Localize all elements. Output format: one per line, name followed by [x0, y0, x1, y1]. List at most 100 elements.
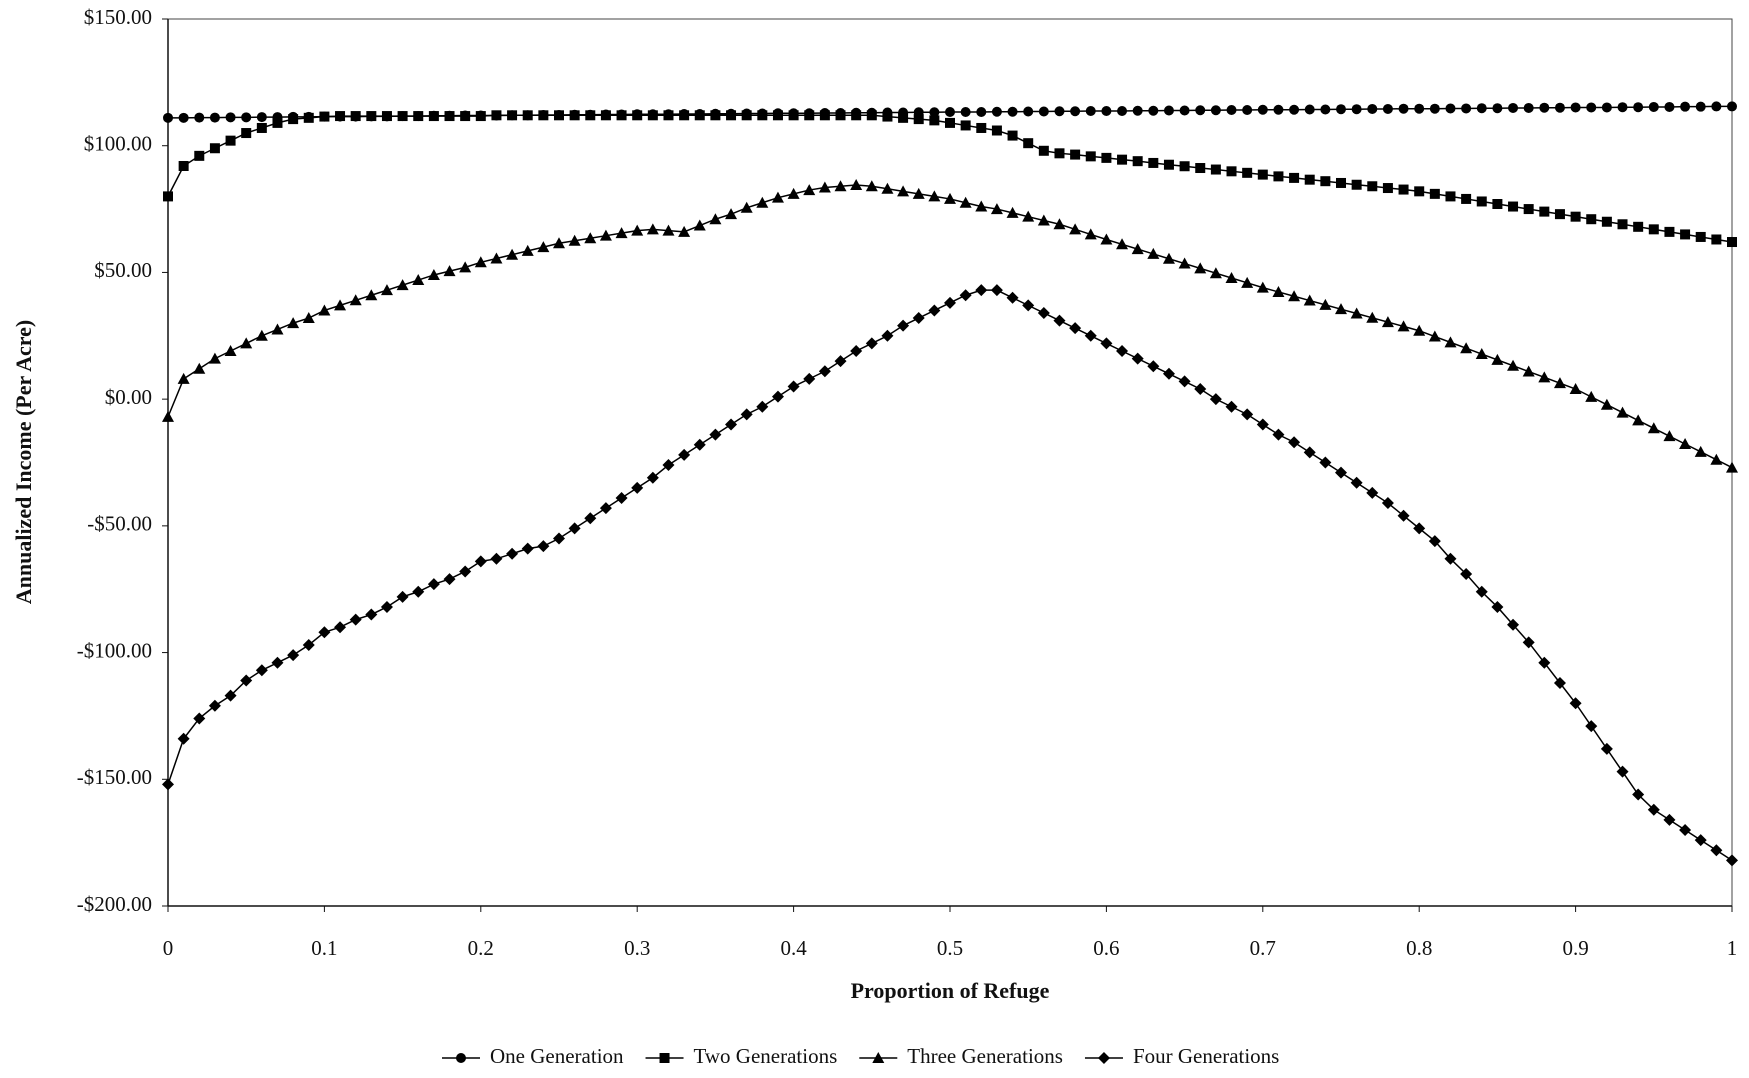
legend-item: Four Generations: [1084, 1044, 1279, 1068]
marker: [397, 111, 408, 122]
marker: [1256, 418, 1269, 431]
marker: [1585, 720, 1598, 733]
marker: [365, 289, 378, 301]
marker: [1475, 348, 1488, 360]
marker: [600, 110, 611, 121]
marker: [975, 200, 988, 212]
marker: [459, 261, 472, 273]
marker: [1539, 102, 1550, 113]
y-tick-label: $50.00: [94, 258, 152, 282]
marker: [1601, 102, 1612, 113]
marker: [490, 252, 503, 264]
marker: [396, 590, 409, 603]
marker: [1163, 159, 1174, 170]
marker: [224, 344, 237, 356]
marker: [725, 208, 738, 220]
marker: [1413, 522, 1426, 535]
marker: [1070, 106, 1081, 117]
marker: [693, 219, 706, 231]
marker: [241, 128, 252, 139]
marker: [865, 180, 878, 192]
marker: [865, 337, 878, 350]
marker: [1569, 697, 1582, 710]
y-tick-label: -$150.00: [77, 765, 152, 789]
marker: [1085, 105, 1096, 116]
marker: [1523, 102, 1534, 113]
marker: [1256, 281, 1269, 293]
marker: [1209, 267, 1222, 279]
marker: [678, 448, 691, 461]
plot-frame: [167, 18, 1733, 907]
marker: [990, 284, 1003, 297]
marker: [240, 674, 253, 687]
marker: [1037, 214, 1050, 226]
marker: [1242, 104, 1253, 115]
marker: [1632, 788, 1645, 801]
x-tick-label: 0.7: [1250, 936, 1276, 960]
marker: [631, 481, 644, 494]
marker: [1226, 104, 1237, 115]
marker: [1570, 211, 1581, 222]
marker: [522, 110, 533, 121]
marker: [1507, 618, 1520, 631]
marker: [319, 111, 330, 122]
x-tick-label: 0: [163, 936, 174, 960]
marker: [193, 712, 206, 725]
marker: [428, 111, 439, 122]
marker: [1225, 272, 1238, 284]
line: [167, 289, 1733, 862]
marker: [771, 390, 784, 403]
marker: [1476, 196, 1487, 207]
marker: [1351, 104, 1362, 115]
marker: [1273, 104, 1284, 115]
x-tick-label: 0.2: [468, 936, 494, 960]
x-tick-label: 0.6: [1093, 936, 1119, 960]
marker: [443, 573, 456, 586]
x-tick-label: 1: [1727, 936, 1738, 960]
marker: [1492, 103, 1503, 114]
marker: [1101, 152, 1112, 163]
marker: [1131, 243, 1144, 255]
marker: [1414, 186, 1425, 197]
marker: [1554, 209, 1565, 220]
marker: [1054, 106, 1065, 117]
marker: [380, 284, 393, 296]
marker: [1162, 252, 1175, 264]
legend-item: One Generation: [442, 1044, 624, 1068]
marker: [1148, 105, 1159, 116]
marker: [1147, 360, 1160, 373]
marker: [990, 203, 1003, 215]
marker: [255, 329, 268, 341]
marker: [850, 344, 863, 357]
marker: [945, 107, 955, 118]
marker: [335, 111, 346, 122]
marker: [662, 459, 675, 472]
y-tick-label: -$50.00: [87, 512, 152, 536]
marker: [803, 184, 816, 196]
marker: [537, 540, 550, 553]
marker: [1069, 223, 1082, 235]
marker: [459, 565, 472, 578]
marker: [709, 213, 722, 225]
marker: [1022, 210, 1035, 222]
marker: [1350, 476, 1363, 489]
marker: [1429, 103, 1440, 114]
marker: [1711, 234, 1722, 245]
marker: [1553, 377, 1566, 389]
marker: [1023, 138, 1034, 149]
marker: [757, 110, 768, 121]
marker: [272, 117, 283, 128]
x-tick-label: 0.4: [780, 936, 807, 960]
marker: [679, 110, 690, 121]
marker: [787, 187, 800, 199]
marker: [991, 125, 1002, 136]
marker: [663, 110, 674, 121]
marker: [569, 110, 580, 121]
marker: [1163, 105, 1174, 116]
marker: [490, 552, 503, 565]
marker: [255, 664, 268, 677]
marker: [1444, 552, 1457, 565]
marker: [1195, 163, 1206, 174]
marker: [662, 224, 675, 236]
marker: [256, 122, 267, 133]
